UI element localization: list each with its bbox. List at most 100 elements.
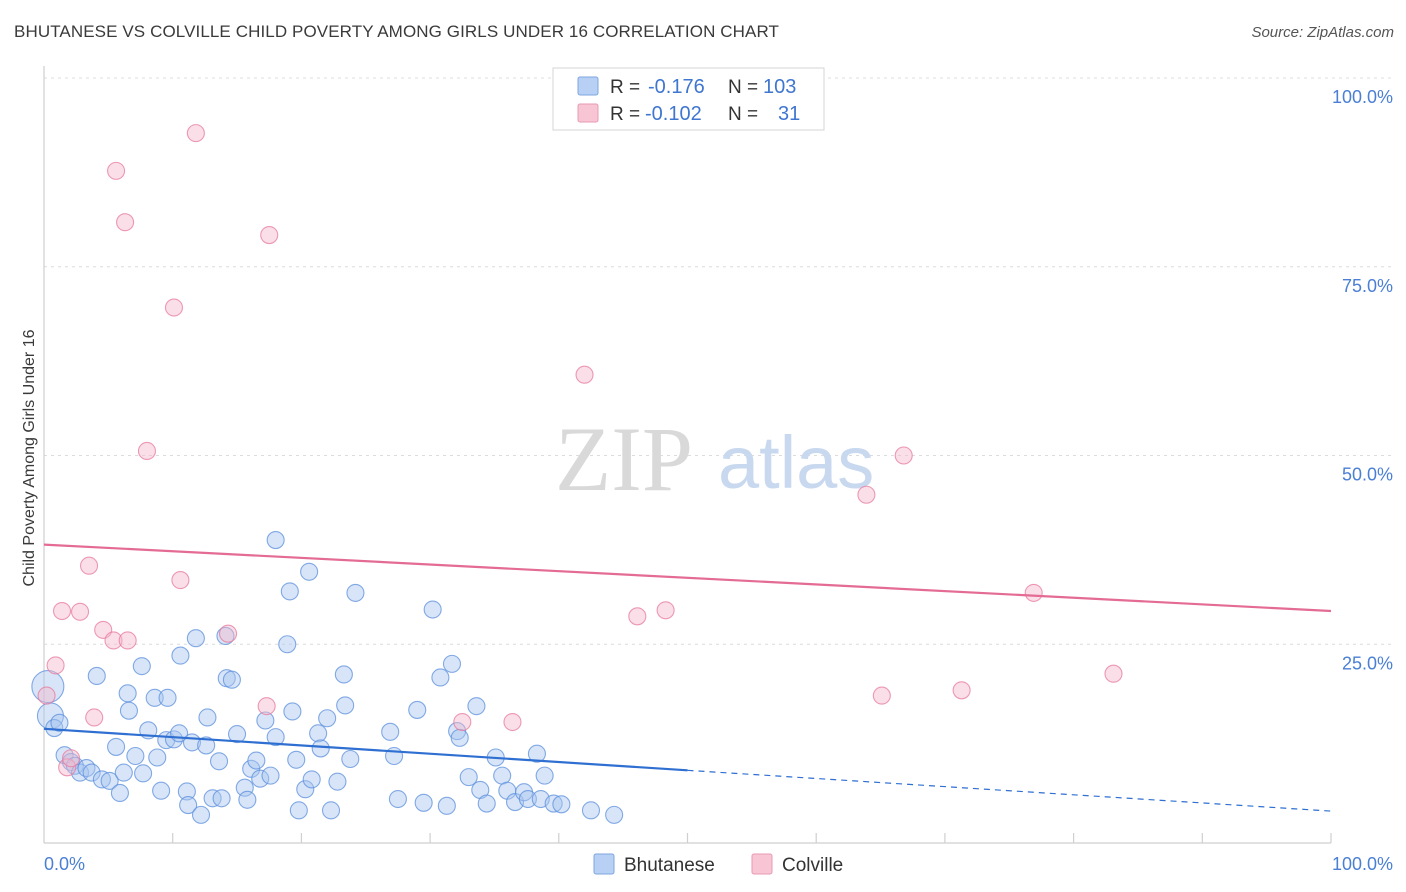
data-point-colville xyxy=(257,697,276,716)
data-point-bhutanese xyxy=(148,748,167,767)
data-point-bhutanese xyxy=(467,697,486,716)
legend-n-label: N = xyxy=(728,77,758,98)
data-point-bhutanese xyxy=(126,746,145,766)
data-point-bhutanese xyxy=(119,701,138,720)
bottom-legend-label-colville: Colville xyxy=(782,855,843,876)
data-point-bhutanese xyxy=(222,670,241,689)
data-point-colville xyxy=(186,124,205,143)
data-point-bhutanese xyxy=(328,772,347,791)
data-point-bhutanese xyxy=(493,766,512,785)
data-point-colville xyxy=(575,365,594,384)
y-axis-label: Child Poverty Among Girls Under 16 xyxy=(21,329,38,586)
data-point-bhutanese xyxy=(309,724,328,743)
data-point-bhutanese xyxy=(289,801,308,820)
data-point-bhutanese xyxy=(158,688,177,707)
legend-r-value-bhutanese: -0.176 xyxy=(648,76,705,98)
data-point-bhutanese xyxy=(311,739,330,758)
trend-lines xyxy=(43,543,1332,812)
top-legend: R = -0.176 N = 103 R = -0.102 N = 31 xyxy=(552,67,825,131)
data-point-colville xyxy=(656,601,675,620)
legend-row-bhutanese: R = -0.176 N = 103 xyxy=(577,76,796,98)
data-point-colville xyxy=(503,712,522,732)
data-point-bhutanese xyxy=(132,657,151,676)
trend-line-bhutanese xyxy=(43,727,688,772)
data-point-bhutanese xyxy=(92,770,111,789)
data-point-bhutanese xyxy=(381,722,400,741)
data-point-bhutanese xyxy=(177,782,196,801)
x-tick-label: 100.0% xyxy=(1332,854,1393,874)
legend-row-colville: R = -0.102 N = 31 xyxy=(577,103,800,125)
legend-swatch-bhutanese xyxy=(577,76,599,96)
data-point-bhutanese xyxy=(346,583,365,602)
data-point-bhutanese xyxy=(388,789,407,809)
data-point-bhutanese xyxy=(179,796,198,815)
data-point-bhutanese xyxy=(450,728,469,747)
legend-r-label: R = xyxy=(610,104,640,125)
scatter-points xyxy=(31,124,1123,824)
data-point-bhutanese xyxy=(171,646,190,665)
chart-title: BHUTANESE VS COLVILLE CHILD POVERTY AMON… xyxy=(14,22,780,41)
data-point-bhutanese xyxy=(300,562,319,581)
data-point-bhutanese xyxy=(287,750,306,769)
data-point-colville xyxy=(218,624,238,643)
data-point-bhutanese xyxy=(198,708,217,727)
data-point-bhutanese xyxy=(228,725,247,744)
data-point-bhutanese xyxy=(437,796,456,815)
data-point-bhutanese xyxy=(280,582,299,601)
bottom-legend: Bhutanese Colville xyxy=(593,853,843,876)
data-point-bhutanese xyxy=(238,790,257,809)
data-point-bhutanese xyxy=(256,711,275,730)
data-point-bhutanese xyxy=(341,749,360,769)
data-point-bhutanese xyxy=(114,763,133,782)
data-point-bhutanese xyxy=(216,626,235,645)
legend-swatch-colville xyxy=(577,103,599,123)
data-point-bhutanese xyxy=(336,696,355,715)
data-point-bhutanese xyxy=(552,795,571,814)
data-point-bhutanese xyxy=(605,805,624,824)
data-point-colville xyxy=(46,656,65,675)
trend-line-extension-bhutanese xyxy=(687,769,1332,812)
data-point-bhutanese xyxy=(261,766,280,785)
data-point-colville xyxy=(164,298,184,317)
data-point-bhutanese xyxy=(164,730,184,749)
legend-n-label: N = xyxy=(728,104,758,125)
y-tick-label: 50.0% xyxy=(1342,465,1393,485)
tick-labels: 25.0% 50.0% 75.0% 100.0% 0.0% 100.0% xyxy=(44,87,1393,874)
bottom-legend-swatch-colville xyxy=(751,853,773,875)
watermark-atlas: atlas xyxy=(718,421,874,504)
data-point-bhutanese xyxy=(518,789,537,809)
data-point-colville xyxy=(52,601,72,621)
data-point-bhutanese xyxy=(247,751,266,770)
data-point-bhutanese xyxy=(302,770,321,789)
data-point-bhutanese xyxy=(459,768,478,787)
bottom-legend-swatch-bhutanese xyxy=(593,853,615,875)
data-point-colville xyxy=(70,602,90,621)
data-point-bhutanese xyxy=(431,668,450,687)
data-point-colville xyxy=(857,485,876,504)
data-point-bhutanese xyxy=(107,737,126,756)
data-point-colville xyxy=(37,686,56,705)
data-point-bhutanese xyxy=(134,764,153,783)
legend-n-value-bhutanese: 103 xyxy=(763,76,796,98)
data-point-bhutanese xyxy=(477,794,496,813)
data-point-colville xyxy=(79,556,99,575)
data-point-bhutanese xyxy=(100,771,119,790)
data-point-colville xyxy=(1104,664,1123,683)
axes xyxy=(43,66,1332,844)
data-point-bhutanese xyxy=(118,684,137,703)
data-point-bhutanese xyxy=(544,794,563,813)
data-point-bhutanese xyxy=(212,789,231,808)
watermark-zip: ZIP xyxy=(555,408,693,510)
watermark: ZIP atlas xyxy=(555,408,874,510)
data-point-bhutanese xyxy=(191,805,211,824)
data-point-colville xyxy=(61,749,81,768)
data-point-bhutanese xyxy=(82,763,101,782)
data-point-bhutanese xyxy=(318,709,337,728)
data-point-bhutanese xyxy=(321,801,341,820)
data-point-bhutanese xyxy=(423,600,442,619)
legend-r-value-colville: -0.102 xyxy=(645,103,702,125)
trend-line-colville xyxy=(43,543,1332,613)
data-point-bhutanese xyxy=(581,801,601,820)
data-point-bhutanese xyxy=(50,713,69,732)
